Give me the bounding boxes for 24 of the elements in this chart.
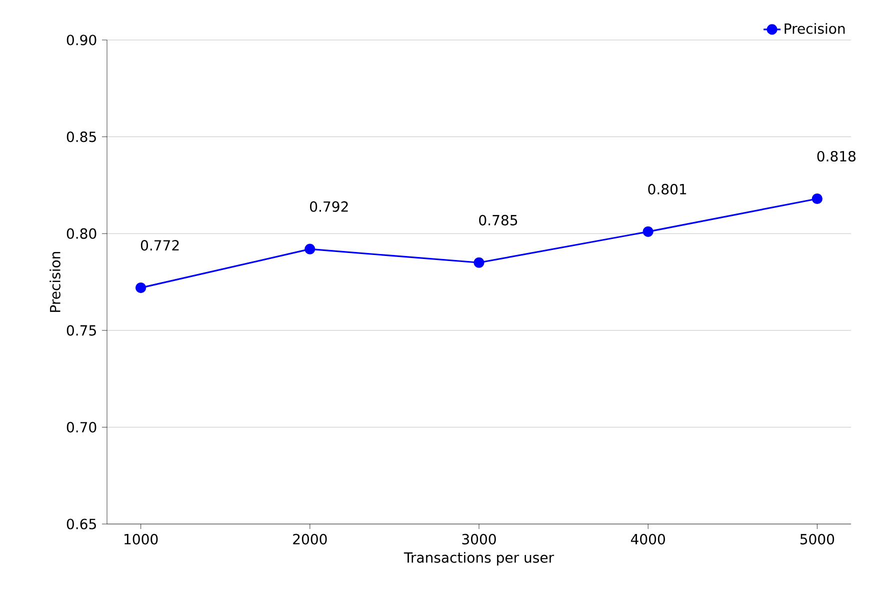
data-label: 0.792	[310, 201, 348, 212]
x-axis-title: Transactions per user	[404, 552, 554, 566]
y-tick-label: 0.85	[66, 132, 96, 142]
y-tick-label: 0.90	[66, 34, 96, 46]
legend-label: Precision	[784, 23, 845, 34]
data-label: 0.801	[648, 184, 686, 194]
x-tick-label: 4000	[630, 534, 665, 544]
y-axis-title: Precision	[50, 252, 60, 312]
y-tick-label: 0.75	[66, 325, 96, 336]
x-tick-label: 2000	[293, 534, 327, 544]
x-tick-label: 5000	[800, 534, 834, 544]
point	[304, 244, 316, 254]
point	[136, 282, 146, 294]
point	[474, 257, 484, 268]
y-tick-label: 0.80	[66, 228, 96, 239]
point	[812, 193, 822, 204]
y-tick-label: 0.70	[66, 422, 96, 432]
data-label: 0.772	[140, 240, 179, 251]
data-label: 0.785	[479, 214, 518, 226]
x-tick-label: 1000	[124, 534, 158, 544]
x-tick-label: 3000	[462, 534, 496, 544]
data-label: 0.818	[817, 150, 856, 162]
y-tick-label: 0.65	[66, 518, 96, 530]
point	[642, 226, 654, 237]
